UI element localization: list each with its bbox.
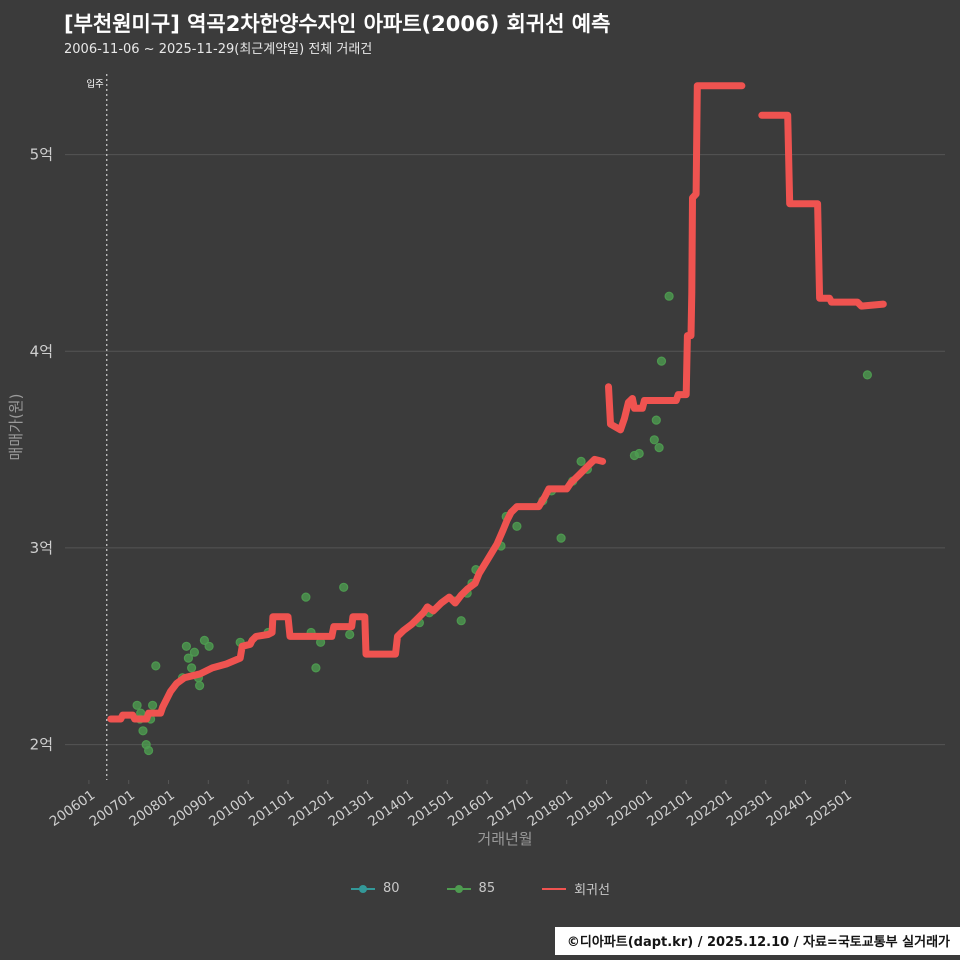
svg-text:5억: 5억	[30, 146, 53, 164]
legend-item-85[interactable]: 85	[446, 881, 496, 896]
legend-marker-85-icon	[446, 883, 472, 895]
svg-text:2억: 2억	[30, 736, 53, 754]
chart-header: [부천원미구] 역곡2차한양수자인 아파트(2006) 회귀선 예측 2006-…	[0, 0, 960, 58]
legend-label-80: 80	[383, 881, 400, 896]
legend-item-80[interactable]: 80	[350, 881, 400, 896]
svg-text:입주: 입주	[86, 78, 104, 90]
credit-footer: ©디아파트(dapt.kr) / 2025.12.10 / 자료=국토교통부 실…	[554, 927, 960, 955]
svg-text:매매가(원): 매매가(원)	[7, 394, 25, 461]
chart-plot: 2억3억4억5억20060120070120080120090120100120…	[7, 74, 945, 848]
legend-label-85: 85	[478, 881, 496, 896]
legend: 80 85 회귀선	[0, 879, 960, 898]
svg-text:202501: 202501	[803, 787, 854, 830]
legend-label-regression: 회귀선	[574, 883, 610, 898]
page-subtitle: 2006-11-06 ~ 2025-11-29(최근계약일) 전체 거래건	[64, 42, 373, 57]
legend-marker-regression-icon	[541, 883, 567, 895]
legend-item-regression[interactable]: 회귀선	[541, 879, 610, 898]
svg-text:4억: 4억	[30, 342, 53, 360]
legend-marker-80-icon	[350, 883, 376, 895]
chart-area: 2억 3억 4억 5억 200601 200701 200801 200901 201001 20…	[0, 60, 960, 855]
svg-text:거래년월: 거래년월	[477, 830, 532, 848]
svg-text:3억: 3억	[30, 539, 53, 557]
page-title: [부천원미구] 역곡2차한양수자인 아파트(2006) 회귀선 예측	[64, 12, 611, 36]
